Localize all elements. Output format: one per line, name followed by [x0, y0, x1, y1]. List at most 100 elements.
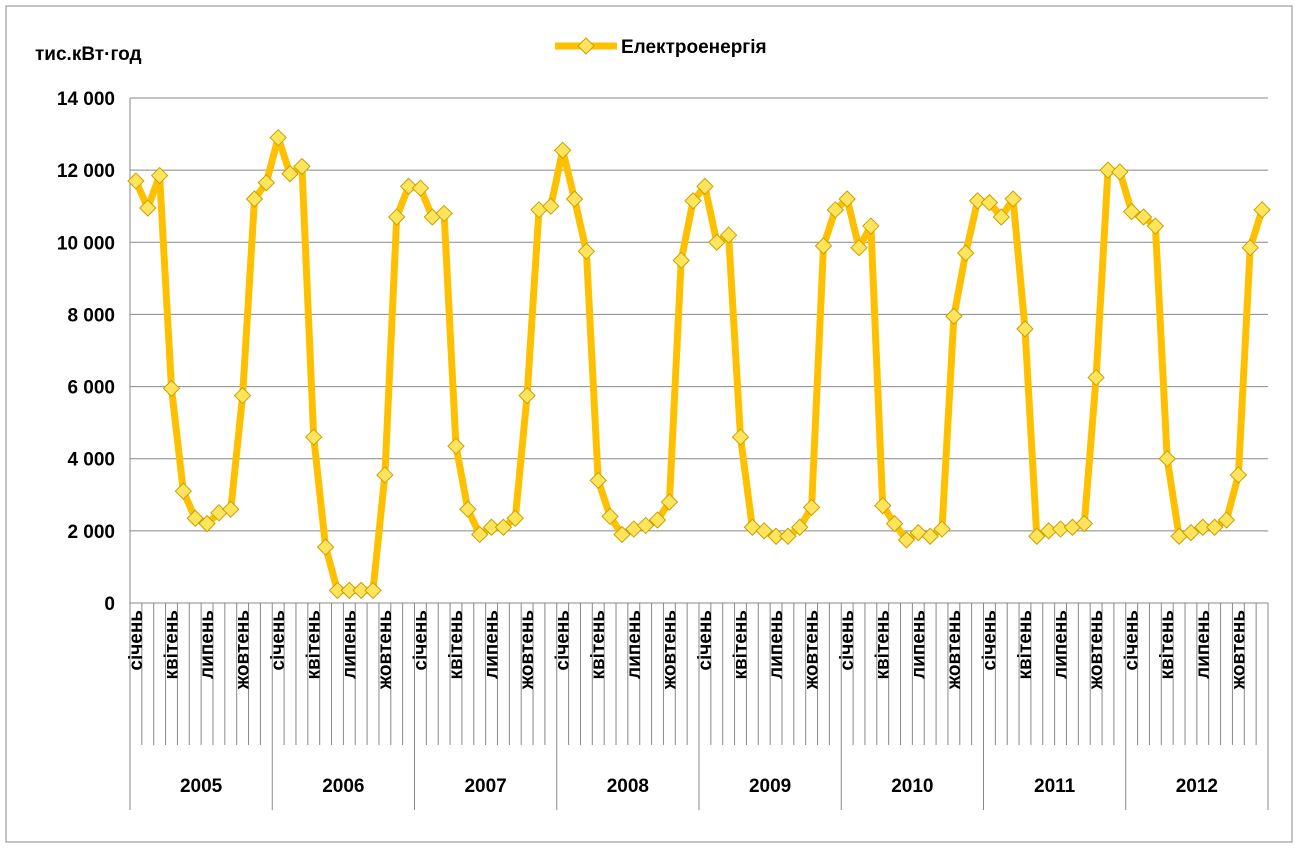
data-point — [755, 522, 773, 540]
data-point — [257, 174, 276, 192]
data-point — [708, 233, 726, 251]
x-tick-label: квітень — [304, 610, 325, 680]
x-tick-label: квітень — [873, 610, 894, 680]
data-point — [1217, 511, 1236, 529]
data-point — [885, 514, 904, 533]
year-label: 2006 — [322, 776, 364, 797]
year-label: 2009 — [749, 776, 791, 797]
y-tick-label: 12 000 — [57, 161, 115, 182]
data-point — [1253, 201, 1271, 219]
data-point — [506, 509, 524, 527]
data-point — [542, 197, 560, 215]
year-label: 2010 — [891, 776, 933, 797]
data-point — [731, 428, 750, 446]
data-point — [897, 531, 916, 549]
data-point — [660, 493, 679, 511]
data-point — [1182, 523, 1200, 542]
data-point — [553, 141, 572, 160]
data-point — [1122, 202, 1141, 221]
x-tick-label: липень — [1193, 610, 1214, 679]
data-point — [802, 498, 821, 517]
x-tick-label: липень — [766, 610, 787, 679]
data-point — [696, 177, 714, 196]
x-tick-label: квітень — [446, 610, 467, 680]
data-point — [874, 496, 892, 515]
data-point — [435, 204, 453, 223]
data-point — [293, 157, 311, 176]
data-point — [957, 244, 975, 262]
x-tick-label: липень — [1051, 610, 1072, 679]
x-tick-label: квітень — [588, 610, 609, 680]
data-point — [186, 509, 204, 527]
data-point — [352, 581, 370, 600]
x-tick-label: жовтень — [944, 610, 965, 690]
data-point — [862, 217, 880, 235]
data-point — [411, 179, 430, 197]
data-point — [281, 165, 299, 183]
x-tick-label: січень — [553, 610, 574, 671]
data-point — [1075, 514, 1093, 533]
data-point — [316, 538, 335, 556]
x-tick-label: жовтень — [1086, 610, 1107, 690]
data-point — [648, 511, 667, 529]
y-tick-label: 8 000 — [67, 305, 115, 326]
data-point — [1146, 217, 1165, 235]
x-tick-label: липень — [339, 610, 360, 679]
x-tick-label: жовтень — [517, 610, 538, 690]
x-tick-label: липень — [197, 610, 218, 679]
data-point — [222, 500, 240, 518]
data-point — [743, 518, 762, 536]
data-point — [565, 190, 584, 208]
data-point — [921, 527, 939, 545]
data-point — [589, 471, 607, 490]
data-point — [1134, 208, 1153, 226]
data-point — [233, 386, 252, 405]
data-point — [518, 386, 536, 405]
data-point — [198, 514, 216, 533]
data-point — [1205, 518, 1224, 536]
data-point — [1087, 368, 1105, 387]
data-point — [791, 518, 809, 536]
x-tick-label: липень — [482, 610, 503, 679]
x-tick-label: липень — [908, 610, 929, 679]
y-tick-label: 6 000 — [67, 378, 115, 399]
data-point — [245, 190, 264, 208]
data-point — [838, 190, 856, 208]
x-tick-label: січень — [268, 610, 289, 671]
y-tick-label: 14 000 — [57, 89, 115, 110]
x-tick-label: липень — [624, 610, 645, 679]
x-tick-label: жовтень — [659, 610, 680, 690]
x-tick-label: квітень — [161, 610, 182, 680]
data-point — [1111, 163, 1129, 181]
x-tick-label: жовтень — [1228, 610, 1249, 690]
data-point — [482, 518, 501, 536]
legend-marker — [577, 37, 595, 55]
data-point — [1099, 161, 1117, 179]
data-point — [779, 527, 797, 545]
x-tick-label: січень — [126, 610, 147, 671]
data-point — [174, 482, 193, 500]
x-tick-label: квітень — [730, 610, 751, 680]
data-point — [1004, 190, 1022, 208]
data-point — [1194, 518, 1212, 536]
x-tick-label: жовтень — [802, 610, 823, 690]
x-tick-label: квітень — [1157, 610, 1178, 680]
data-point — [909, 523, 928, 542]
data-point — [767, 527, 785, 545]
data-point — [139, 199, 157, 217]
data-point — [945, 307, 963, 325]
y-tick-label: 0 — [104, 594, 115, 615]
x-tick-label: жовтень — [375, 610, 396, 690]
x-tick-label: жовтень — [233, 610, 254, 690]
year-label: 2005 — [180, 776, 223, 797]
y-tick-label: 2 000 — [67, 522, 115, 543]
x-tick-label: січень — [837, 610, 858, 671]
year-label: 2011 — [1034, 776, 1076, 797]
data-point — [684, 192, 702, 210]
data-point — [850, 238, 868, 257]
year-label: 2012 — [1176, 776, 1218, 797]
data-point — [1016, 320, 1034, 338]
data-point — [328, 581, 347, 600]
x-tick-label: квітень — [1015, 610, 1036, 680]
